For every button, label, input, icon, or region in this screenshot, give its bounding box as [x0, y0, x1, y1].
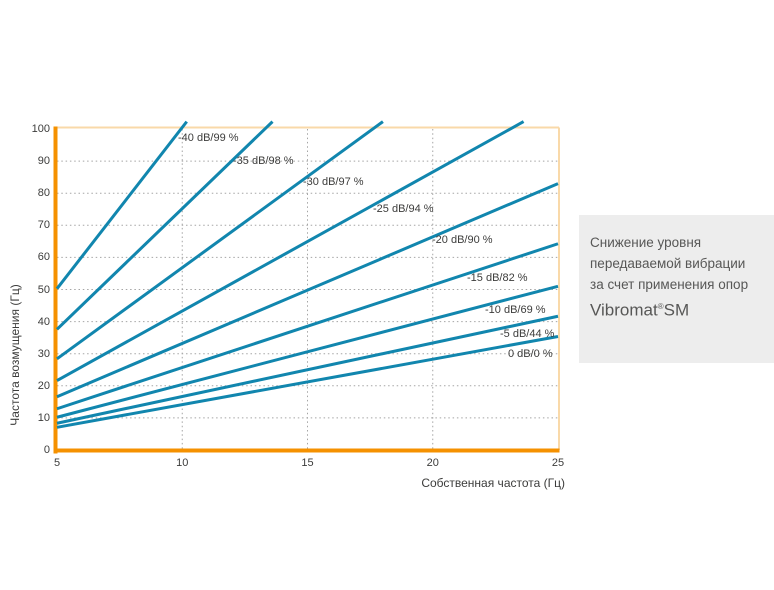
y-tick-label: 0 — [43, 444, 50, 456]
series-label: -20 dB/90 % — [432, 234, 493, 246]
series-label: -40 dB/99 % — [178, 132, 239, 144]
y-tick-label: 60 — [37, 251, 50, 264]
y-axis-line — [53, 126, 58, 454]
product-name-text: Vibromat — [590, 300, 658, 320]
info-panel: Снижение уровня передаваемой вибрации за с… — [579, 215, 774, 363]
info-line-2: передаваемой вибрации — [590, 256, 746, 271]
x-tick-label: 25 — [551, 457, 565, 469]
y-tick-label: 70 — [37, 219, 50, 232]
y-tick-label: 90 — [37, 155, 50, 168]
x-tick-label: 20 — [426, 457, 439, 469]
series-label: -25 dB/94 % — [373, 203, 434, 215]
info-line-3: за счет применения опор — [590, 277, 749, 292]
series-line — [55, 120, 274, 331]
series-line — [56, 182, 559, 399]
series-label: 0 dB/0 % — [508, 348, 553, 360]
x-tick-label: 15 — [301, 457, 314, 469]
product-suffix-text: SM — [663, 300, 690, 320]
y-tick-label: 10 — [37, 411, 50, 424]
series-line — [56, 314, 559, 425]
y-tick-label: 80 — [37, 187, 50, 200]
registered-trademark-icon: ® — [657, 302, 664, 311]
series-line — [56, 120, 384, 361]
series-label: -15 dB/82 % — [467, 272, 528, 284]
y-tick-label: 100 — [31, 123, 50, 135]
info-line-1: Снижение уровня — [590, 235, 702, 250]
series-line — [56, 242, 559, 411]
series-line — [56, 284, 559, 419]
info-panel-text: Снижение уровня передаваемой вибрации за с… — [590, 232, 764, 295]
y-axis-title: Частота возмущения (Гц) — [8, 284, 22, 426]
x-axis-title: Собственная частота (Гц) — [421, 476, 565, 490]
x-axis-line — [53, 448, 560, 453]
series-line — [56, 335, 559, 429]
series-line — [56, 120, 525, 382]
y-tick-label: 40 — [37, 315, 50, 328]
y-tick-label: 20 — [37, 379, 50, 392]
series-label: -5 dB/44 % — [500, 328, 555, 340]
y-tick-label: 50 — [37, 283, 50, 296]
x-tick-label: 10 — [176, 457, 189, 469]
x-tick-label: 5 — [53, 457, 61, 469]
series-line — [55, 120, 188, 290]
series-label: -30 dB/97 % — [303, 176, 364, 188]
y-tick-label: 30 — [37, 347, 50, 360]
series-label: -35 dB/98 % — [233, 155, 294, 167]
product-name: Vibromat®SM — [590, 296, 764, 322]
series-label: -10 dB/69 % — [485, 304, 546, 316]
